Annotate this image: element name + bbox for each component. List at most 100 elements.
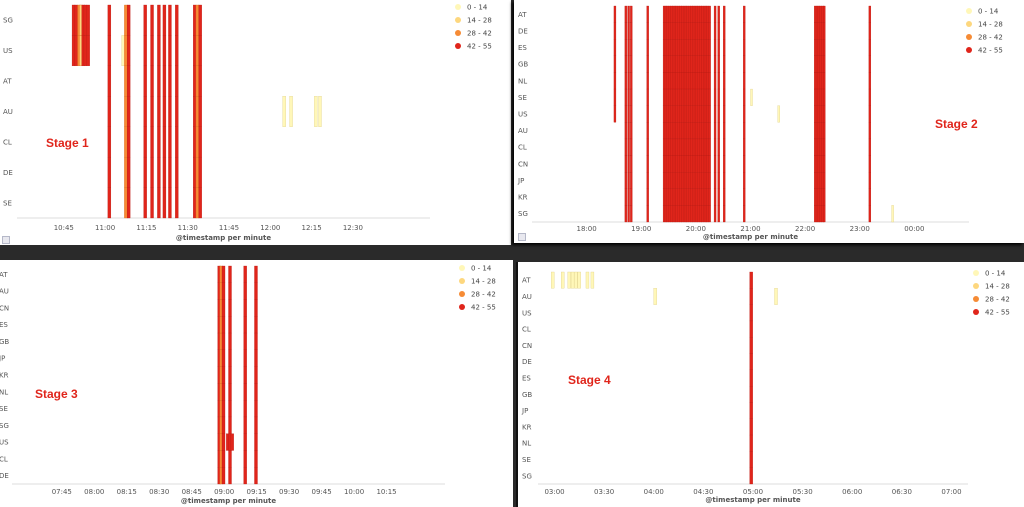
heatmap-cell[interactable] <box>868 105 872 123</box>
heatmap-cell[interactable] <box>717 88 720 106</box>
heatmap-cell[interactable] <box>590 271 595 289</box>
heatmap-cell[interactable] <box>195 35 200 67</box>
heatmap-cell[interactable] <box>168 4 172 36</box>
heatmap-cell[interactable] <box>243 383 247 401</box>
heatmap-cell[interactable] <box>723 22 726 40</box>
heatmap-cell[interactable] <box>717 55 720 73</box>
legend-label[interactable]: 14 - 28 <box>985 283 1010 291</box>
heatmap-cell[interactable] <box>624 105 628 123</box>
heatmap-cell[interactable] <box>228 282 232 300</box>
heatmap-cell[interactable] <box>613 5 617 23</box>
heatmap-cell[interactable] <box>157 126 161 158</box>
heatmap-cell[interactable] <box>717 122 720 140</box>
heatmap-cell[interactable] <box>749 337 753 354</box>
heatmap-cell[interactable] <box>624 138 628 156</box>
heatmap-cell[interactable] <box>254 316 258 334</box>
heatmap-cell[interactable] <box>646 138 649 156</box>
heatmap-cell[interactable] <box>221 467 226 485</box>
heatmap-cell[interactable] <box>157 4 161 36</box>
heatmap-cell[interactable] <box>891 205 894 223</box>
legend-label[interactable]: 42 - 55 <box>467 43 492 51</box>
heatmap-cell[interactable] <box>254 467 258 485</box>
heatmap-cell[interactable] <box>743 105 746 123</box>
heatmap-cell[interactable] <box>107 156 112 188</box>
heatmap-cell[interactable] <box>195 187 200 219</box>
heatmap-cell[interactable] <box>243 265 247 283</box>
heatmap-cell[interactable] <box>646 122 649 140</box>
heatmap-cell[interactable] <box>713 155 717 173</box>
heatmap-cell[interactable] <box>193 187 197 219</box>
heatmap-cell[interactable] <box>627 72 630 90</box>
heatmap-cell[interactable] <box>630 72 633 90</box>
heatmap-cell[interactable] <box>777 105 780 123</box>
heatmap-cell[interactable] <box>150 65 154 97</box>
heatmap-cell[interactable] <box>868 122 872 140</box>
heatmap-cell[interactable] <box>195 65 200 97</box>
heatmap-cell[interactable] <box>254 332 258 350</box>
heatmap-cell[interactable] <box>627 105 630 123</box>
heatmap-cell[interactable] <box>723 122 726 140</box>
heatmap-cell[interactable] <box>627 205 630 223</box>
legend-label[interactable]: 28 - 42 <box>467 30 492 38</box>
heatmap-cell[interactable] <box>175 35 179 67</box>
heatmap-cell[interactable] <box>193 126 197 158</box>
heatmap-cell[interactable] <box>124 156 128 188</box>
heatmap-cell[interactable] <box>221 265 226 283</box>
heatmap-cell[interactable] <box>613 39 617 56</box>
heatmap-cell[interactable] <box>613 22 617 40</box>
heatmap-cell[interactable] <box>624 39 628 56</box>
heatmap-cell[interactable] <box>228 299 232 317</box>
heatmap-cell[interactable] <box>868 205 872 223</box>
heatmap-cell[interactable] <box>150 4 154 36</box>
heatmap-cell[interactable] <box>126 126 131 158</box>
heatmap-cell[interactable] <box>723 55 726 73</box>
heatmap-cell[interactable] <box>646 22 649 40</box>
heatmap-cell[interactable] <box>713 72 717 90</box>
heatmap-cell[interactable] <box>624 22 628 40</box>
heatmap-cell[interactable] <box>74 4 78 36</box>
heatmap-cell[interactable] <box>143 4 147 36</box>
heatmap-cell[interactable] <box>624 172 628 189</box>
heatmap-cell[interactable] <box>624 122 628 140</box>
heatmap-cell[interactable] <box>243 282 247 300</box>
heatmap-cell[interactable] <box>868 5 872 23</box>
heatmap-cell[interactable] <box>713 138 717 156</box>
heatmap-cell[interactable] <box>823 205 826 223</box>
heatmap-cell[interactable] <box>630 205 633 223</box>
heatmap-cell[interactable] <box>228 416 232 434</box>
heatmap-cell[interactable] <box>627 55 630 73</box>
heatmap-cell[interactable] <box>221 366 226 384</box>
heatmap-cell[interactable] <box>124 4 128 36</box>
heatmap-cell[interactable] <box>221 282 226 300</box>
heatmap-cell[interactable] <box>162 96 167 127</box>
heatmap-cell[interactable] <box>243 416 247 434</box>
heatmap-cell[interactable] <box>162 187 167 219</box>
heatmap-cell[interactable] <box>708 39 711 56</box>
heatmap-cell[interactable] <box>585 271 590 289</box>
legend-toggle-icon[interactable] <box>2 236 10 244</box>
heatmap-cell[interactable] <box>254 349 258 367</box>
heatmap-cell[interactable] <box>107 65 112 97</box>
heatmap-cell[interactable] <box>83 35 88 67</box>
heatmap-cell[interactable] <box>868 22 872 40</box>
heatmap-cell[interactable] <box>630 39 633 56</box>
heatmap-cell[interactable] <box>175 126 179 158</box>
heatmap-cell[interactable] <box>198 65 202 97</box>
heatmap-cell[interactable] <box>723 39 726 56</box>
heatmap-cell[interactable] <box>774 288 778 305</box>
heatmap-cell[interactable] <box>254 433 258 451</box>
heatmap-cell[interactable] <box>254 299 258 317</box>
heatmap-cell[interactable] <box>717 138 720 156</box>
heatmap-cell[interactable] <box>254 416 258 434</box>
heatmap-cell[interactable] <box>749 271 753 289</box>
heatmap-cell[interactable] <box>143 126 147 158</box>
heatmap-cell[interactable] <box>749 451 753 468</box>
heatmap-cell[interactable] <box>717 188 720 206</box>
heatmap-cell[interactable] <box>646 172 649 189</box>
heatmap-cell[interactable] <box>708 5 711 23</box>
heatmap-cell[interactable] <box>627 122 630 140</box>
heatmap-cell[interactable] <box>243 316 247 334</box>
heatmap-cell[interactable] <box>646 105 649 123</box>
heatmap-cell[interactable] <box>708 105 711 123</box>
heatmap-cell[interactable] <box>193 96 197 127</box>
